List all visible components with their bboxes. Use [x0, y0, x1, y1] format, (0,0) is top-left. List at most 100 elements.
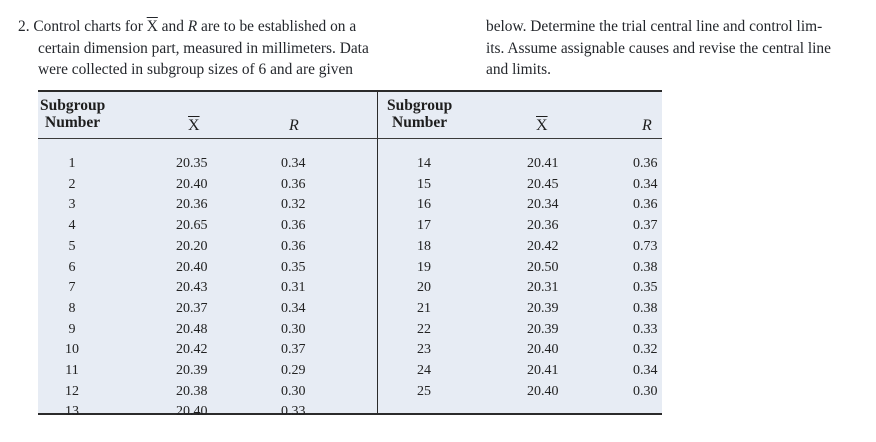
table-cell: 20.42: [527, 238, 559, 254]
table-cell: 19: [417, 259, 431, 275]
table-cell: 22: [417, 321, 431, 337]
table-cell: 0.30: [281, 321, 306, 337]
header-xbar-left: X: [188, 117, 200, 134]
table-cell: 0.32: [633, 342, 658, 358]
table-cell: 0.38: [633, 259, 658, 275]
table-cell: 20.65: [176, 218, 208, 234]
table-cell: 23: [417, 342, 431, 358]
problem-line-2: certain dimension part, measured in mill…: [38, 39, 369, 57]
table-cell: 0.36: [281, 238, 306, 254]
table-cell: 16: [417, 197, 431, 213]
table-cell: 0.34: [633, 176, 658, 192]
table-cell: 0.30: [281, 383, 306, 399]
table-cell: 0.33: [281, 404, 306, 420]
table-cell: 20.34: [527, 197, 559, 213]
problem-text-left: 2. Control charts for X and R are to be …: [18, 16, 369, 81]
table-cell: 5: [68, 238, 76, 254]
table-cell: 24: [417, 363, 431, 379]
column-xbar-right: 20.41 20.45 20.34 20.36 20.42 20.50 20.3…: [527, 154, 573, 402]
table-cell: 0.35: [633, 280, 658, 296]
table-cell: 15: [417, 176, 431, 192]
table-cell: 0.32: [281, 197, 306, 213]
xbar-symbol: X: [146, 18, 158, 35]
column-r-left: 0.34 0.36 0.32 0.36 0.36 0.35 0.31 0.34 …: [281, 154, 327, 423]
table-cell: 20.38: [176, 383, 208, 399]
header-number-left: Number: [45, 114, 101, 131]
table-cell: 20.37: [176, 300, 208, 316]
table-cell: 20.40: [176, 404, 208, 420]
table-cell: 20.20: [176, 238, 208, 254]
data-table: Subgroup Number X R Subgroup Number X R …: [38, 90, 662, 419]
table-cell: 20.50: [527, 259, 559, 275]
table-cell: 3: [68, 197, 76, 213]
table-cell: 0.38: [633, 300, 658, 316]
table-cell: 20.41: [527, 156, 559, 171]
problem-line-6: and limits.: [486, 61, 551, 78]
table-cell: 0.33: [633, 321, 658, 337]
table-cell: 4: [68, 218, 76, 234]
table-cell: 0.30: [633, 383, 658, 399]
table-cell: 20.41: [527, 363, 559, 379]
table-cell: 7: [68, 280, 76, 296]
table-cell: 20.43: [176, 280, 208, 296]
table-cell: 20.48: [176, 321, 208, 337]
table-cell: 0.35: [281, 259, 306, 275]
header-number-right: Number: [392, 114, 448, 131]
table-cell: 20.40: [176, 176, 208, 192]
header-subgroup-number-left: Subgroup Number: [40, 97, 105, 131]
table-cell: 0.31: [281, 280, 306, 296]
table-cell: 21: [417, 300, 431, 316]
header-subgroup-number-right: Subgroup Number: [387, 97, 452, 131]
table-cell: 20.40: [527, 383, 559, 399]
table-cell: 0.34: [281, 156, 306, 171]
problem-number: 2.: [18, 18, 30, 35]
problem-line-1: 2. Control charts for X and R are to be …: [18, 18, 357, 35]
table-cell: 8: [68, 300, 76, 316]
table-cell: 20.35: [176, 156, 208, 171]
table-cell: 0.36: [633, 197, 658, 213]
table-cell: 20.45: [527, 176, 559, 192]
table-cell: 0.37: [633, 218, 658, 234]
column-r-right: 0.36 0.34 0.36 0.37 0.73 0.38 0.35 0.38 …: [633, 154, 679, 402]
table-cell: 20.39: [527, 300, 559, 316]
table-cell: 6: [68, 259, 76, 275]
table-cell: 0.29: [281, 363, 306, 379]
table-cell: 13: [65, 404, 79, 420]
table-cell: 20.39: [176, 363, 208, 379]
table-cell: 20.36: [527, 218, 559, 234]
problem-line-4: below. Determine the trial central line …: [486, 18, 823, 35]
table-cell: 12: [65, 383, 79, 399]
table-cell: 0.34: [633, 363, 658, 379]
table-cell: 0.36: [633, 156, 658, 171]
table-cell: 20: [417, 280, 431, 296]
table-center-divider: [377, 92, 378, 413]
table-cell: 20.40: [176, 259, 208, 275]
table-cell: 2: [68, 176, 76, 192]
problem-text-right: below. Determine the trial central line …: [486, 16, 831, 81]
table-cell: 14: [417, 156, 431, 171]
table-cell: 0.36: [281, 218, 306, 234]
table-cell: 9: [68, 321, 76, 337]
header-subgroup-left: Subgroup: [40, 97, 106, 114]
table-cell: 17: [417, 218, 431, 234]
problem-line-5: its. Assume assignable causes and revise…: [486, 39, 831, 57]
header-xbar-right: X: [536, 117, 548, 134]
table-cell: 25: [417, 383, 431, 399]
table-cell: 20.39: [527, 321, 559, 337]
table-cell: 0.36: [281, 176, 306, 192]
header-r-right: R: [642, 117, 652, 134]
table-cell: 0.73: [633, 238, 658, 254]
table-cell: 0.34: [281, 300, 306, 316]
table-cell: 20.31: [527, 280, 559, 296]
table-cell: 1: [68, 156, 76, 171]
header-rule: [38, 138, 662, 139]
header-r-left: R: [289, 117, 299, 134]
table-cell: 20.36: [176, 197, 208, 213]
header-subgroup-right: Subgroup: [387, 97, 453, 114]
table-cell: 10: [65, 342, 79, 358]
column-subgroup-right: 14 15 16 17 18 19 20 21 22 23 24 25: [409, 154, 439, 402]
problem-line-3: were collected in subgroup sizes of 6 an…: [38, 61, 353, 78]
table-cell: 20.40: [527, 342, 559, 358]
r-symbol: R: [187, 18, 198, 35]
column-subgroup-left: 1 2 3 4 5 6 7 8 9 10 11 12 13: [57, 154, 87, 423]
